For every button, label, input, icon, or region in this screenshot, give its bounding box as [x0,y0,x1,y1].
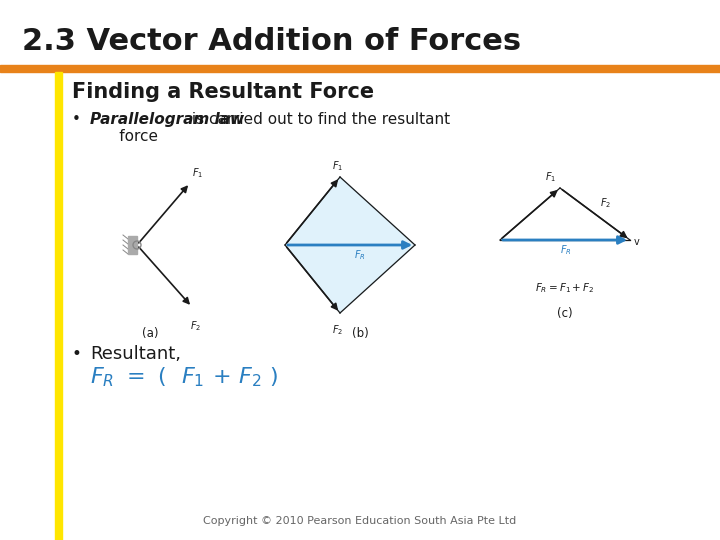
Text: $F_2$: $F_2$ [333,323,343,337]
Text: •: • [72,112,81,127]
Text: Resultant,: Resultant, [90,345,181,363]
Text: $F_1$: $F_1$ [333,159,343,173]
Bar [55,72,62,540]
Text: $F_R$: $F_R$ [354,248,366,262]
Text: $F_2$: $F_2$ [600,196,611,210]
Text: (b): (b) [351,327,369,340]
Bar [0,65,720,72]
Text: Parallelogram law: Parallelogram law [90,112,244,127]
Text: (a): (a) [142,327,158,340]
Text: (c): (c) [557,307,573,320]
Text: $F_2$: $F_2$ [190,319,201,333]
Bar [128,236,137,254]
Text: Copyright © 2010 Pearson Education South Asia Pte Ltd: Copyright © 2010 Pearson Education South… [203,516,517,526]
Text: is carried out to find the resultant: is carried out to find the resultant [187,112,450,127]
Text: $\mathit{F}_R$ $=$ $($  $\mathit{F}_1$ $+$ $\mathit{F}_2$ $)$: $\mathit{F}_R$ $=$ $($ $\mathit{F}_1$ $+… [90,365,279,389]
Text: $F_1$: $F_1$ [192,166,203,180]
Text: $F_R$: $F_R$ [560,243,572,257]
Text: v: v [634,237,640,247]
Polygon shape [285,177,415,313]
Text: force: force [90,129,158,144]
Text: 2.3 Vector Addition of Forces: 2.3 Vector Addition of Forces [22,27,521,56]
Text: $F_1$: $F_1$ [545,170,557,184]
Text: $F_R = F_1 + F_2$: $F_R = F_1 + F_2$ [535,281,595,295]
Text: Finding a Resultant Force: Finding a Resultant Force [72,82,374,102]
Text: •: • [72,345,82,363]
